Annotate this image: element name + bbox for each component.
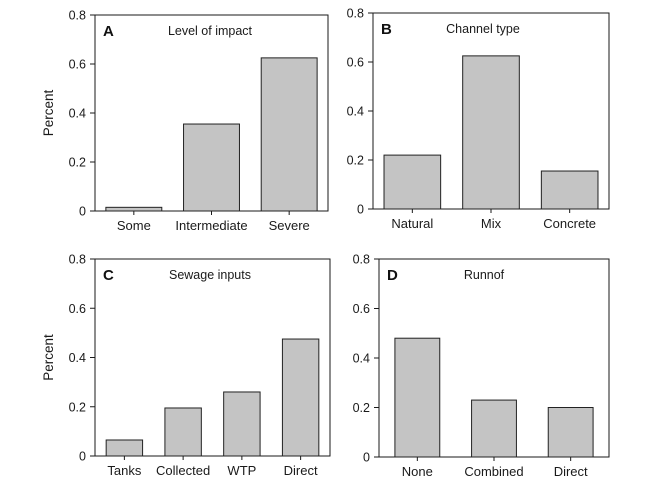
y-tick-label: 0.8 [353, 253, 370, 267]
category-label: Direct [284, 463, 318, 478]
bar-collected [164, 407, 202, 457]
y-tick-label: 0.6 [347, 56, 364, 70]
y-tick-label: 0.4 [347, 105, 364, 119]
panel-title: Level of impact [168, 24, 253, 38]
panel-title: Sewage inputs [169, 268, 251, 282]
panel-letter: A [103, 23, 114, 40]
y-tick-label: 0.4 [69, 351, 86, 365]
y-axis-label: Percent [41, 89, 56, 136]
category-label: Intermediate [175, 218, 247, 233]
bar-direct [547, 407, 594, 458]
category-label: Some [117, 218, 151, 233]
panel-letter: D [387, 267, 398, 284]
category-label: Direct [554, 464, 588, 479]
y-axis-label: Percent [41, 334, 56, 381]
bar-natural [383, 154, 442, 210]
y-tick-label: 0.2 [69, 156, 86, 170]
y-tick-label: 0.6 [69, 58, 86, 72]
y-tick-label: 0.4 [69, 107, 86, 121]
bar-direct [281, 338, 320, 457]
bar-some [105, 206, 163, 212]
y-tick-label: 0.8 [69, 9, 86, 23]
bar-none [394, 337, 441, 458]
bar-combined [471, 399, 517, 458]
category-label: WTP [227, 463, 256, 478]
bar-intermediate [183, 123, 240, 212]
y-tick-label: 0 [357, 203, 364, 217]
y-tick-label: 0.8 [69, 253, 86, 267]
chart-panel-b: 0 0.2 0.4 0.6 0.8 Natural Mix Concrete B Channel … [347, 7, 610, 231]
chart-panel-c: 0 0.2 0.4 0.6 0.8 Tanks Collected WTP Direct C Sew… [41, 253, 331, 478]
bar-mix [462, 55, 520, 210]
y-tick-label: 0.2 [347, 154, 364, 168]
y-tick-label: 0.8 [347, 7, 364, 21]
bar-concrete [540, 170, 599, 210]
y-tick-label: 0.2 [69, 400, 86, 414]
y-tick-label: 0.2 [353, 401, 370, 415]
category-label: None [402, 464, 433, 479]
y-tick-label: 0 [363, 451, 370, 465]
category-label: Tanks [107, 463, 141, 478]
y-tick-label: 0 [79, 205, 86, 219]
category-label: Concrete [543, 216, 596, 231]
panel-letter: B [381, 21, 392, 38]
panel-title: Runnof [464, 268, 505, 282]
bar-wtp [223, 391, 261, 457]
y-tick-label: 0.6 [69, 302, 86, 316]
category-label: Natural [391, 216, 433, 231]
category-label: Collected [156, 463, 210, 478]
category-label: Mix [481, 216, 502, 231]
category-label: Severe [269, 218, 310, 233]
chart-panel-a: 0 0.2 0.4 0.6 0.8 Some Intermediate Severe A Leve… [41, 9, 329, 233]
y-tick-label: 0.4 [353, 352, 370, 366]
y-tick-label: 0 [79, 450, 86, 464]
panel-title: Channel type [446, 22, 520, 36]
bar-severe [260, 57, 318, 212]
y-tick-label: 0.6 [353, 302, 370, 316]
bar-tanks [105, 439, 144, 457]
panel-letter: C [103, 267, 114, 284]
chart-panel-d: 0 0.2 0.4 0.6 0.8 None Combined Direct D Runnof [353, 253, 610, 479]
category-label: Combined [464, 464, 523, 479]
